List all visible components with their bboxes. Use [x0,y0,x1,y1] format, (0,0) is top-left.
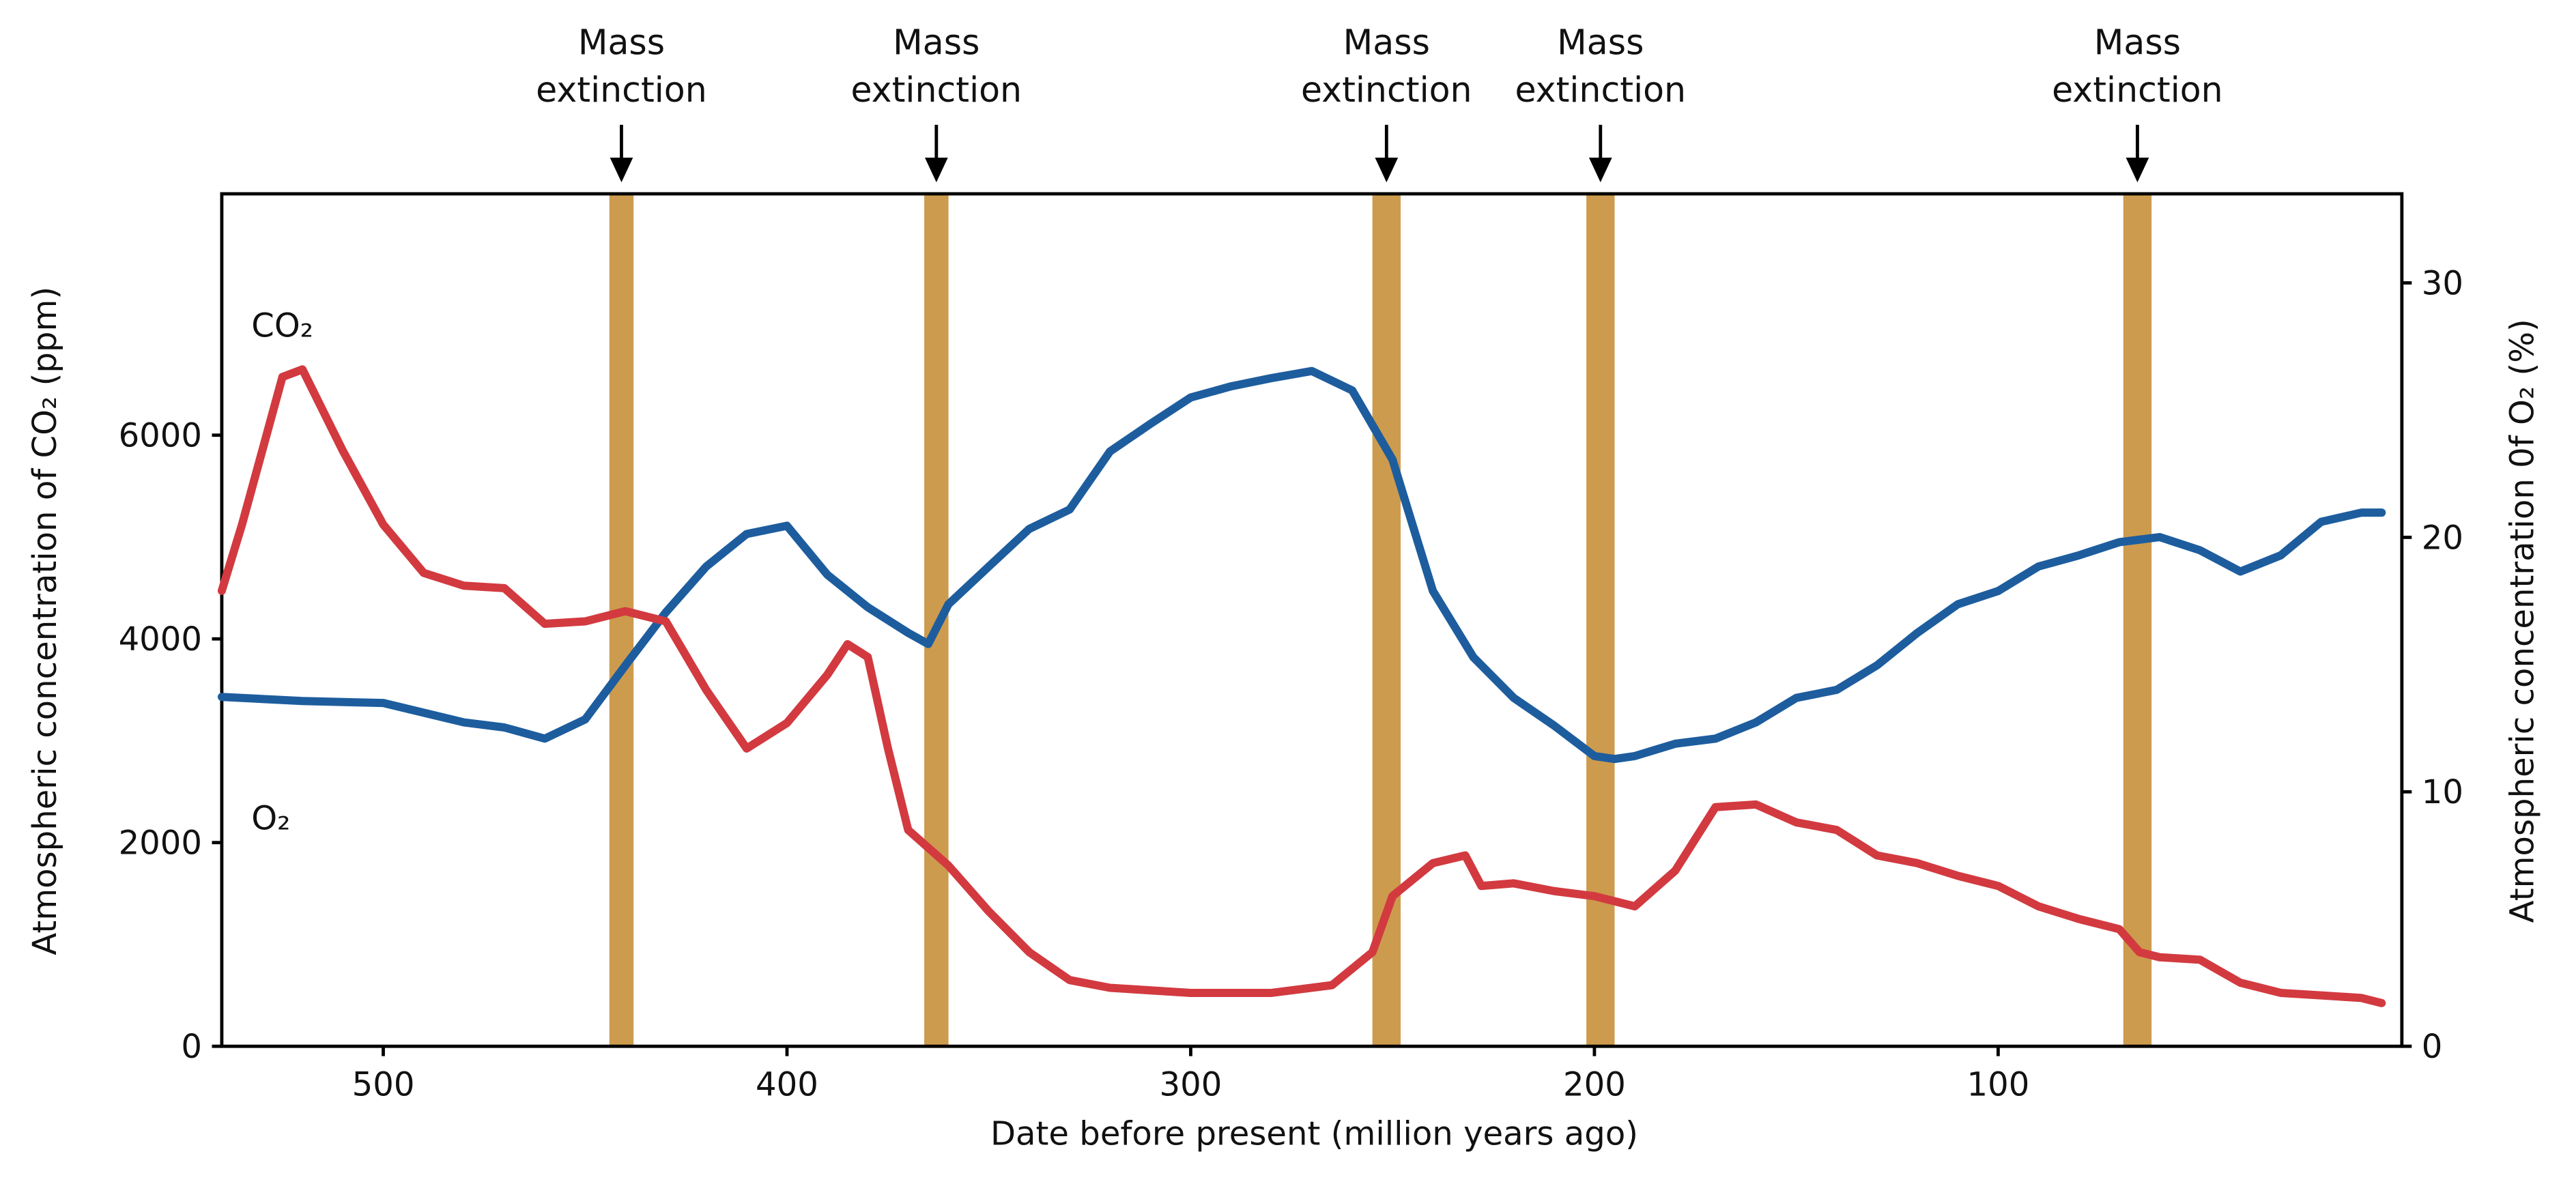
series-line [217,365,2386,1007]
extinction-label: Mass extinction [1300,23,1472,111]
y-tick-label: 2000 [119,824,202,863]
x-tick-label: 200 [1563,1065,1626,1103]
y2-axis-label: Atmospheric concentration 0f O₂ (%) [2503,319,2541,923]
series-label: CO₂ [251,306,313,345]
extinction-label: Mass extinction [850,23,1022,111]
x-tick-label: 500 [352,1065,415,1103]
extinction-band [2123,194,2152,1047]
extinction-band [1586,194,1615,1047]
y-tick-label: 6000 [119,417,202,455]
extinction-label: Mass extinction [1515,23,1687,111]
y2-tick-label: 10 [2422,773,2463,811]
x-axis-label: Date before present (million years ago) [990,1115,1638,1153]
x-tick-label: 400 [756,1065,818,1103]
y2-tick-label: 0 [2422,1028,2443,1066]
arrow-head [2126,158,2149,183]
arrow-head [1375,158,1399,183]
extinction-band [609,194,634,1047]
plot-frame [220,192,2404,1048]
y-axis-label: Atmospheric concentration of CO₂ (ppm) [26,287,64,955]
series-label: O₂ [251,799,290,837]
arrow-head [610,158,633,183]
y2-tick-label: 30 [2422,264,2463,302]
x-tick-label: 100 [1966,1065,2029,1103]
y-tick-label: 0 [181,1028,202,1066]
extinction-label: Mass extinction [536,23,707,111]
x-tick-label: 300 [1160,1065,1222,1103]
y-tick-label: 4000 [119,620,202,659]
arrow-head [1588,158,1612,183]
arrow-head [924,158,948,183]
series-line [217,366,2386,764]
extinction-label: Mass extinction [2052,23,2223,111]
y2-tick-label: 20 [2422,519,2463,557]
